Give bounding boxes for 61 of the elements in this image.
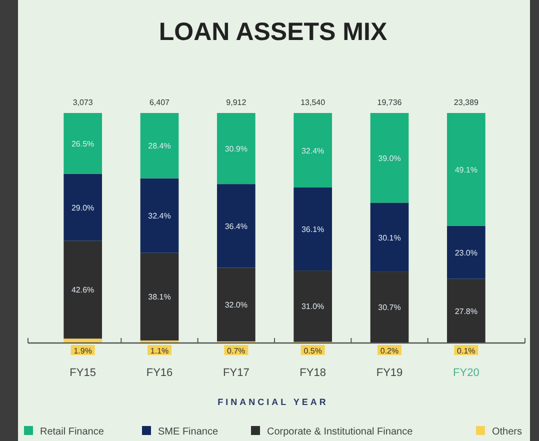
bar — [64, 174, 102, 241]
bar — [370, 113, 409, 203]
data-label: 39.0% — [378, 154, 401, 163]
annotation: 13,540 — [300, 98, 326, 107]
annotation: 19,736 — [377, 98, 402, 107]
data-label: 42.6% — [71, 286, 94, 295]
bar — [447, 226, 486, 279]
data-label: 0.7% — [227, 346, 246, 356]
x-tick-label: FY15 — [70, 367, 96, 379]
bar — [64, 113, 102, 174]
bar — [217, 184, 256, 268]
data-label: 32.4% — [148, 212, 171, 221]
data-label: 30.7% — [378, 303, 401, 312]
bar — [370, 272, 409, 343]
data-label: 30.1% — [378, 233, 401, 242]
bar — [64, 338, 102, 343]
bar — [294, 270, 332, 342]
annotation: 9,912 — [226, 98, 247, 107]
annotation: 23,389 — [454, 98, 479, 107]
legend-label: SME Finance — [158, 426, 218, 438]
annotation: 3,073 — [72, 98, 94, 107]
data-label: 30.9% — [224, 144, 248, 154]
data-label: 0.2% — [380, 346, 399, 356]
bar — [64, 240, 102, 339]
bar — [447, 278, 486, 343]
data-label: 38.1% — [148, 292, 171, 302]
data-label: 36.4% — [224, 222, 248, 231]
data-label: 32.4% — [301, 146, 324, 156]
chart-title: LOAN ASSETS MIX — [158, 18, 388, 46]
bar — [294, 113, 332, 188]
bar — [140, 178, 179, 253]
data-label: 31.0% — [301, 302, 324, 312]
x-axis-title: FINANCIAL YEAR — [218, 397, 328, 407]
data-label: 0.1% — [457, 346, 476, 356]
data-label: 29.0% — [71, 203, 94, 212]
data-label: 26.5% — [71, 139, 94, 148]
data-label: 23.0% — [454, 248, 478, 258]
legend-label: Corporate & Institutional Finance — [267, 426, 414, 438]
bar — [370, 202, 409, 272]
data-label: 0.5% — [304, 346, 322, 356]
data-label: 36.1% — [301, 225, 324, 234]
x-tick-label: FY18 — [300, 367, 326, 379]
x-tick-label: FY16 — [146, 367, 173, 379]
x-tick-label: FY19 — [376, 367, 403, 379]
data-label: 27.8% — [454, 306, 478, 316]
x-tick-label: FY17 — [223, 367, 250, 379]
legend-label: Retail Finance — [40, 426, 104, 438]
data-label: 32.0% — [224, 300, 248, 310]
data-label: 49.1% — [454, 165, 478, 174]
bar — [447, 113, 486, 226]
x-tick-label: FY20 — [453, 367, 480, 379]
data-label: 1.9% — [74, 346, 92, 356]
data-label: 1.1% — [150, 346, 169, 356]
bar — [217, 268, 256, 342]
data-label: 28.4% — [148, 142, 171, 151]
bar — [140, 252, 179, 340]
bar — [217, 113, 256, 184]
annotation: 6,407 — [149, 98, 170, 107]
bar — [294, 188, 332, 271]
bar — [140, 113, 179, 178]
legend-label: Others — [492, 426, 522, 438]
